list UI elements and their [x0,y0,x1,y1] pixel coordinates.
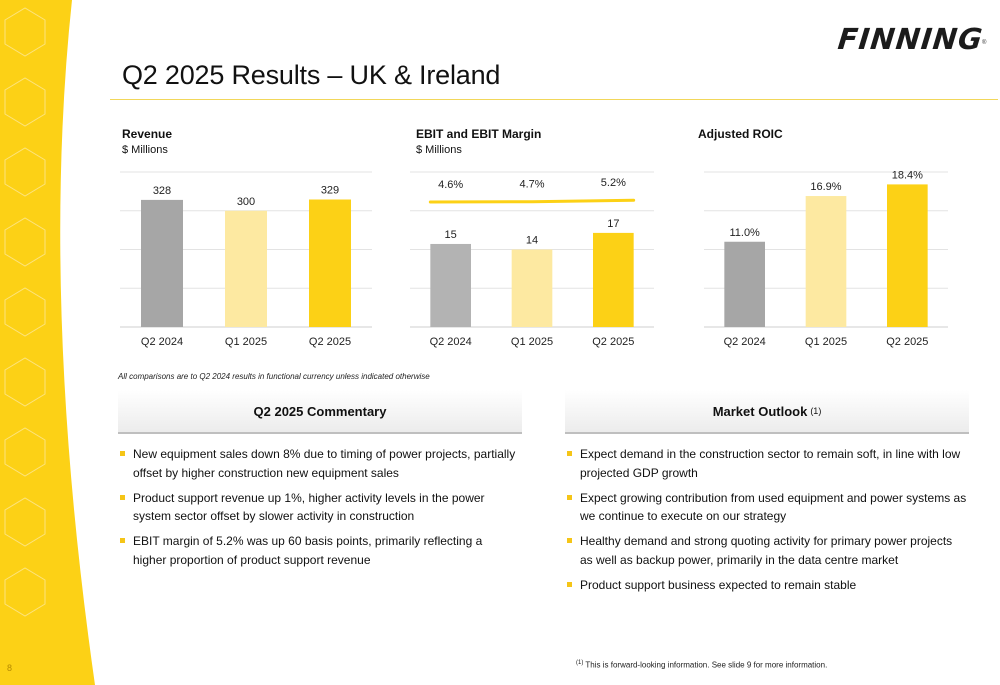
data-label: 328 [153,185,171,197]
bar [805,196,847,327]
commentary-header: Q2 2025 Commentary [118,390,522,434]
x-tick-label: Q1 2025 [805,336,847,348]
decorative-side-stripe [0,0,95,685]
comparison-note: All comparisons are to Q2 2024 results i… [118,372,430,381]
roic-chart-header: Adjusted ROIC [698,126,783,142]
x-tick-label: Q2 2025 [592,336,634,348]
outlook-header: Market Outlook (1) [565,390,969,434]
x-tick-label: Q2 2024 [430,336,472,348]
x-tick-label: Q1 2025 [511,336,553,348]
ebit-chart-title: EBIT and EBIT Margin [416,127,542,141]
finning-logo: FINNING [836,22,985,56]
bar [141,199,183,327]
commentary-bullet: EBIT margin of 5.2% was up 60 basis poin… [118,532,518,569]
bar [511,249,553,327]
bar [887,184,928,327]
data-label: 15 [445,229,457,241]
x-tick-label: Q2 2025 [309,336,351,348]
revenue-chart-header: Revenue $ Millions [122,126,172,158]
outlook-bullet: Expect growing contribution from used eq… [565,489,967,526]
data-label: 16.9% [810,181,841,193]
revenue-chart: 328 Q2 2024 300 Q1 2025 329 Q2 2025 [120,171,372,348]
data-label: 14 [526,235,538,247]
ebit-chart-header: EBIT and EBIT Margin $ Millions [416,126,541,158]
bar [593,232,634,327]
roic-chart: 11.0% Q2 2024 16.9% Q1 2025 18.4% Q2 2025 [704,169,948,348]
x-tick-label: Q1 2025 [225,336,267,348]
bar [430,243,471,327]
outlook-list: Expect demand in the construction sector… [565,445,967,601]
ebit-chart: 15 Q2 2024 14 Q1 2025 17 Q2 2025 4.6% 4.7% 5.2% [410,171,654,348]
data-label: 18.4% [892,169,923,181]
bar [724,241,765,327]
footnote-marker: (1) [576,660,584,666]
outlook-bullet: Expect demand in the construction sector… [565,445,967,482]
x-tick-label: Q2 2024 [724,336,766,348]
footnote-text: This is forward-looking information. See… [585,660,828,670]
registered-mark: ® [982,40,987,46]
data-label: 329 [321,185,339,197]
margin-label: 4.7% [519,179,544,191]
revenue-chart-units: $ Millions [122,144,168,156]
x-tick-label: Q2 2025 [886,336,928,348]
commentary-bullet: New equipment sales down 8% due to timin… [118,445,518,482]
margin-label: 5.2% [601,177,626,189]
margin-line [428,198,636,204]
revenue-chart-title: Revenue [122,127,173,141]
bar [309,199,351,327]
outlook-bullet: Healthy demand and strong quoting activi… [565,532,967,569]
margin-label: 4.6% [438,179,463,191]
bar [225,210,267,327]
outlook-header-label: Market Outlook [712,403,808,419]
ebit-chart-units: $ Millions [416,144,462,156]
outlook-bullet: Product support business expected to rem… [565,576,967,595]
outlook-header-footnote-ref: (1) [810,406,822,416]
data-label: 300 [237,196,255,208]
footnote: (1) This is forward-looking information.… [576,660,827,670]
page-title: Q2 2025 Results – UK & Ireland [122,60,501,90]
roic-chart-title: Adjusted ROIC [698,127,783,141]
x-tick-label: Q2 2024 [141,336,183,348]
title-divider [110,99,998,100]
commentary-list: New equipment sales down 8% due to timin… [118,445,518,576]
commentary-header-label: Q2 2025 Commentary [253,403,387,419]
data-label: 17 [607,218,619,230]
commentary-bullet: Product support revenue up 1%, higher ac… [118,489,518,526]
page-number: 8 [7,663,13,673]
data-label: 11.0% [729,227,760,239]
